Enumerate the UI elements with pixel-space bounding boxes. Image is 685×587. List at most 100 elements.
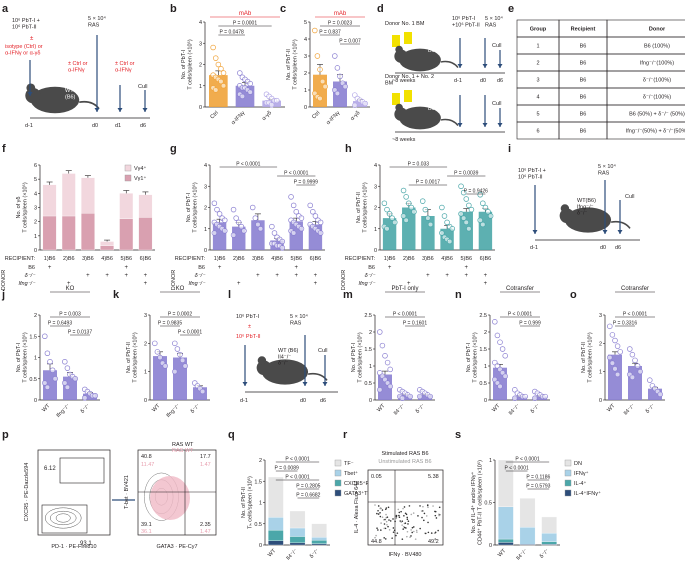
legend-entry: IL-4⁺IFNγ⁺ [574,490,601,497]
data-point [379,342,386,349]
table-header: Donor [649,27,666,33]
label-line: + [124,265,128,271]
label-line: Ifng⁻/⁻ [358,281,376,287]
label-line: 0 [34,398,37,404]
label-line: δ⁻/⁻ [577,211,587,217]
donor-mark: + [484,273,488,279]
p-value: P = 0.003 [59,312,81,318]
label-line: 1.47 [200,529,211,535]
label-line: WT [41,403,52,414]
quadrant-value: 5.38 [428,474,439,480]
label-line: Il4⁻/⁻ [515,548,529,562]
label-line: d1 [115,123,121,129]
arrow-head [322,382,328,386]
y-tick-label: 4 [304,37,307,43]
label-line: d-1 [25,123,33,129]
bar [459,211,473,250]
label-line: 6.12 [44,466,56,472]
data-point [417,393,423,400]
stacked-bar-segment [138,217,153,251]
table-header: Group [530,27,547,33]
label-line: WT(B6) [577,198,596,204]
data-point [468,206,475,213]
label-line: No. of PbT-II [241,487,247,518]
table-header: Recipient [571,27,596,33]
y-tick-label: 1 [204,227,207,233]
stacked-bar-segment [541,532,557,542]
label-line: ~8 weeks [392,78,416,84]
recipient-label: RECIPIENT: [5,256,36,262]
label-line: + [314,281,318,287]
label-line: P = 0.0039 [454,171,478,177]
data-point [627,346,633,352]
donor-mark: + [124,265,128,271]
event-dot [422,505,424,508]
label-line: Cull [492,43,501,49]
legend-entry: TF⁻ [344,461,354,467]
event-dot [385,507,388,509]
data-point [609,360,616,366]
panel-letter-k: k [113,289,120,301]
irradiation-bolt [392,93,400,105]
chart-h: 0 1 2 3 4 No. of PbT-IIT cells/spleen (×10⁵) P… [356,162,495,254]
y-tick-label: 5 [304,20,307,26]
data-point [257,226,264,232]
label-line: P = 0.9999 [294,180,318,186]
y-tick-label: 0.5 [364,381,372,387]
label-line: B6 [580,95,587,101]
panel-letter-a: a [2,3,9,15]
label-line: 5 × 10⁴ [598,163,616,170]
x-axis-label: PD-1 · PE-Fire810 [51,544,96,550]
data-point [82,395,88,401]
data-point [177,351,183,358]
data-point [522,393,528,400]
label-line: + [48,265,52,271]
event-dot [417,515,419,517]
data-point [403,217,409,224]
label-line: n [455,289,462,301]
label-line: P = 0.0023 [328,21,352,27]
data-point [607,354,613,361]
data-point [384,226,390,232]
data-point [42,333,48,340]
p-value: P = 0.0478 [220,30,244,36]
event-dot [387,506,390,509]
panel-letter-b: b [170,3,177,15]
donor-row-label: B6 [28,265,35,271]
x-tick-label: α-IFNγ [230,110,246,126]
y-tick-label: 4 [199,20,202,26]
antibody-label: isotype (Ctrl) or α-IFNγ or α-γδ [5,44,43,56]
label-line: B6 [368,265,375,271]
data-point [444,219,450,226]
label-line: 4 [304,37,307,43]
label-line: 2 [259,458,262,464]
p-value: P = 0.9426 [464,189,488,195]
donor-mark: + [237,281,241,287]
label-line: P < 0.0001 [284,171,308,177]
label-line: d6 [497,78,503,84]
label-line: o [570,289,577,301]
label-line: 4 [204,163,207,169]
label-line: B6 [428,106,435,112]
tick-d-1: d-1 [240,398,248,404]
group-label: 1)B6 [384,256,396,262]
y-axis-label: No. of PbT-IT cells/spleen (×10⁵) [181,39,193,89]
label-line: Stimulated RAS B6 [381,451,428,457]
data-point [463,219,470,226]
event-dot [426,504,429,507]
label-line: RAS WT [172,448,194,454]
group-label: 6)B6 [140,256,152,262]
label-line: 1 [144,370,147,376]
data-point [427,393,433,400]
donor-label: DONOR [1,270,7,291]
data-point [319,78,326,85]
label-line: Ifng⁻/⁻(100%) [640,61,674,67]
event-dot [403,506,406,508]
label-line: T-bet · BV421 [124,475,130,509]
y-tick-label: 3 [304,54,307,60]
schematic-a: 10⁶ PbT-I +10⁶ PbT-II±isotype (Ctrl) or α… [5,15,150,129]
label-line: P < 0.0001 [285,475,309,481]
event-dot [405,513,408,516]
data-point [212,87,219,93]
